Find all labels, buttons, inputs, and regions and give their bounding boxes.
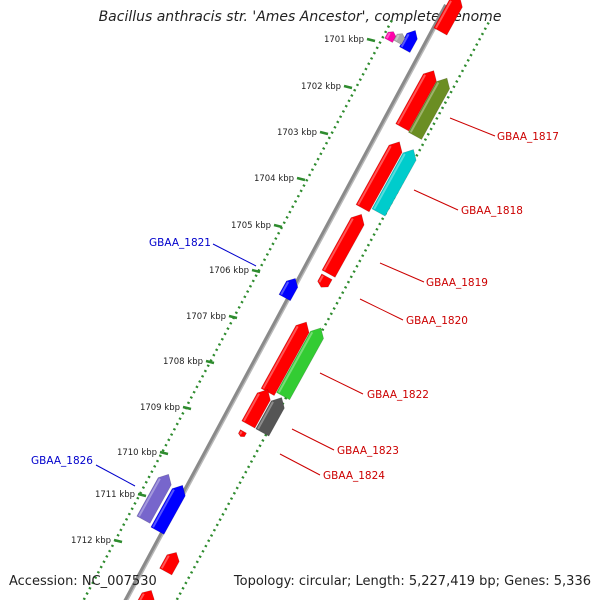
gene-arrow-red	[238, 429, 247, 438]
dotted-track-right	[175, 19, 492, 600]
label-leader-line	[359, 298, 404, 321]
gene-label-gbaa-1823: GBAA_1823	[337, 445, 399, 457]
gene-label-gbaa-1819: GBAA_1819	[426, 277, 488, 289]
tick-label: 1703 kbp	[277, 128, 317, 138]
gene-arrow-red	[433, 0, 463, 36]
tick-mark	[251, 268, 261, 274]
gene-highlight	[357, 145, 392, 206]
gene-highlight	[385, 32, 391, 39]
gene-arrow-blue	[278, 278, 299, 302]
tick-label: 1707 kbp	[186, 312, 226, 322]
gene-highlight	[394, 34, 400, 41]
gene-arrow-blue	[399, 29, 418, 53]
tick-label: 1710 kbp	[117, 448, 157, 458]
gene-label-gbaa-1817: GBAA_1817	[497, 131, 559, 143]
tick-mark	[296, 176, 306, 182]
gene-highlight	[138, 478, 161, 517]
gene-highlight	[435, 0, 452, 29]
gene-highlight	[262, 325, 299, 389]
gene-label-gbaa-1824: GBAA_1824	[323, 470, 385, 482]
label-leader-line	[95, 464, 136, 487]
label-leader-line	[279, 453, 321, 476]
gene-arrow-purple	[136, 473, 172, 524]
gene-highlight	[139, 593, 145, 600]
label-leader-line	[413, 189, 459, 211]
gene-arrow-red	[241, 389, 271, 429]
accession-text: Accession: NC_007530	[9, 574, 157, 589]
tick-label: 1709 kbp	[140, 403, 180, 413]
gene-arrow-red	[317, 273, 333, 288]
gene-highlight	[160, 555, 170, 569]
gene-label-gbaa-1826: GBAA_1826	[31, 455, 93, 467]
tick-mark	[343, 84, 353, 90]
gene-arrow-blue	[150, 484, 186, 535]
gene-highlight	[257, 401, 274, 430]
gene-highlight	[239, 431, 243, 435]
tick-label: 1708 kbp	[163, 357, 203, 367]
gene-label-gbaa-1822: GBAA_1822	[367, 389, 429, 401]
gene-arrow-gray	[393, 33, 406, 45]
tick-mark	[159, 450, 169, 456]
tick-label: 1704 kbp	[254, 174, 294, 184]
gene-highlight	[277, 331, 314, 394]
gene-arrow-red	[260, 321, 310, 397]
tick-mark	[182, 405, 192, 411]
genome-title: Bacillus anthracis str. 'Ames Ancestor',…	[98, 9, 502, 25]
gene-highlight	[409, 81, 440, 133]
gene-arrow-olive	[408, 77, 450, 140]
gene-label-gbaa-1821: GBAA_1821	[149, 237, 211, 249]
gene-arrow-gray	[255, 397, 285, 437]
gene-arrow-magenta	[384, 31, 397, 43]
tick-mark	[205, 359, 215, 365]
label-leader-line	[379, 262, 425, 283]
gene-arrow-green	[276, 327, 324, 401]
label-leader-line	[319, 372, 364, 395]
gene-arrow-red	[321, 213, 365, 278]
gene-arrow-cyan	[371, 149, 417, 217]
gene-label-gbaa-1820: GBAA_1820	[406, 315, 468, 327]
label-leader-line	[212, 243, 257, 267]
tick-label: 1705 kbp	[231, 221, 271, 231]
gene-arrow-red	[137, 590, 155, 600]
gene-arrow-red	[355, 141, 403, 213]
tick-mark	[366, 37, 376, 43]
gene-highlight	[280, 281, 290, 296]
topology-text: Topology: circular; Length: 5,227,419 bp…	[233, 574, 591, 589]
tick-label: 1701 kbp	[324, 35, 364, 45]
tick-mark	[319, 130, 329, 136]
dotted-track-left	[82, 19, 394, 600]
gene-highlight	[397, 74, 426, 125]
gene-label-gbaa-1818: GBAA_1818	[461, 205, 523, 217]
gene-highlight	[318, 275, 324, 283]
tick-label: 1712 kbp	[71, 536, 111, 546]
gene-highlight	[323, 218, 354, 271]
tick-label: 1711 kbp	[95, 490, 135, 500]
tick-label: 1702 kbp	[301, 82, 341, 92]
gene-highlight	[152, 489, 175, 528]
gene-highlight	[373, 153, 406, 210]
tick-mark	[113, 538, 123, 544]
tick-label: 1706 kbp	[209, 266, 249, 276]
gene-highlight	[243, 393, 260, 422]
gene-arrow-red	[395, 70, 437, 132]
tick-mark	[137, 492, 147, 498]
tick-mark	[273, 223, 283, 229]
gene-highlight	[400, 33, 410, 48]
tick-mark	[228, 314, 238, 320]
gene-arrow-red	[159, 552, 180, 576]
label-leader-line	[449, 117, 496, 137]
label-leader-line	[291, 428, 335, 451]
